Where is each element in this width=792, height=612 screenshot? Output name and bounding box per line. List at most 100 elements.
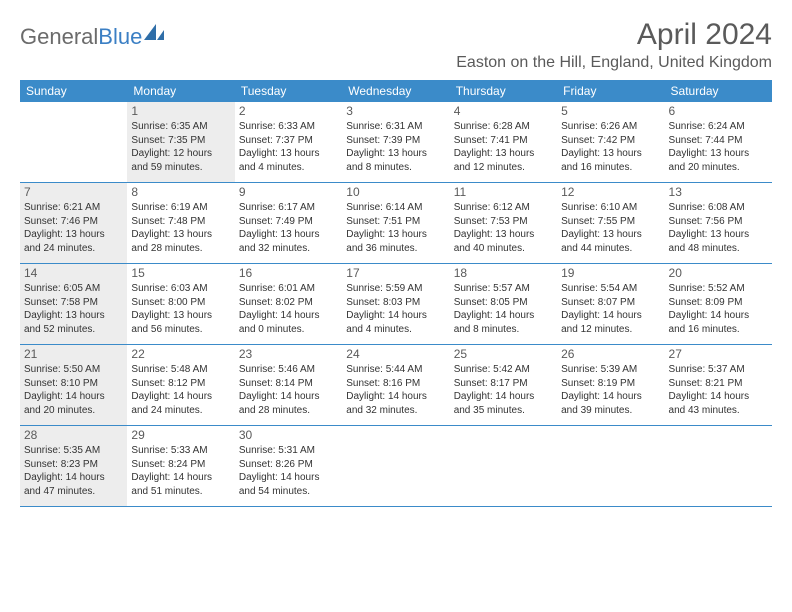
day-cell: 21 Sunrise: 5:50 AMSunset: 8:10 PMDayligh… [20,345,127,425]
day-number: 23 [239,347,338,361]
day-cell: 16 Sunrise: 6:01 AMSunset: 8:02 PMDayligh… [235,264,342,344]
day-details: Sunrise: 6:14 AMSunset: 7:51 PMDaylight:… [346,201,445,255]
dow-cell: Saturday [665,80,772,102]
day-cell: 7 Sunrise: 6:21 AMSunset: 7:46 PMDaylight… [20,183,127,263]
day-details: Sunrise: 5:31 AMSunset: 8:26 PMDaylight:… [239,444,338,498]
month-title: April 2024 [456,18,772,52]
dow-header-row: SundayMondayTuesdayWednesdayThursdayFrid… [20,80,772,102]
day-number: 9 [239,185,338,199]
day-number: 18 [454,266,553,280]
day-details: Sunrise: 5:35 AMSunset: 8:23 PMDaylight:… [24,444,123,498]
day-details: Sunrise: 5:59 AMSunset: 8:03 PMDaylight:… [346,282,445,336]
day-cell: 11 Sunrise: 6:12 AMSunset: 7:53 PMDayligh… [450,183,557,263]
day-cell: 24 Sunrise: 5:44 AMSunset: 8:16 PMDayligh… [342,345,449,425]
day-cell: 15 Sunrise: 6:03 AMSunset: 8:00 PMDayligh… [127,264,234,344]
day-cell: 6 Sunrise: 6:24 AMSunset: 7:44 PMDaylight… [665,102,772,182]
day-number: 8 [131,185,230,199]
day-details: Sunrise: 6:21 AMSunset: 7:46 PMDaylight:… [24,201,123,255]
day-number: 16 [239,266,338,280]
day-cell: 13 Sunrise: 6:08 AMSunset: 7:56 PMDayligh… [665,183,772,263]
logo-sail-icon [144,24,166,47]
logo-word-2: Blue [98,24,142,49]
week-row: 7 Sunrise: 6:21 AMSunset: 7:46 PMDaylight… [20,183,772,264]
day-cell: 4 Sunrise: 6:28 AMSunset: 7:41 PMDaylight… [450,102,557,182]
day-cell: 18Sunrise: 5:57 AMSunset: 8:05 PMDayligh… [450,264,557,344]
logo: GeneralBlue [20,24,166,50]
day-details: Sunrise: 6:03 AMSunset: 8:00 PMDaylight:… [131,282,230,336]
week-row: 28Sunrise: 5:35 AMSunset: 8:23 PMDayligh… [20,426,772,507]
day-cell [342,426,449,506]
day-cell: 20Sunrise: 5:52 AMSunset: 8:09 PMDayligh… [665,264,772,344]
title-block: April 2024 Easton on the Hill, England, … [456,18,772,72]
day-cell: 25Sunrise: 5:42 AMSunset: 8:17 PMDayligh… [450,345,557,425]
day-cell: 28Sunrise: 5:35 AMSunset: 8:23 PMDayligh… [20,426,127,506]
day-cell [450,426,557,506]
day-cell: 3 Sunrise: 6:31 AMSunset: 7:39 PMDaylight… [342,102,449,182]
day-cell: 10 Sunrise: 6:14 AMSunset: 7:51 PMDayligh… [342,183,449,263]
dow-cell: Sunday [20,80,127,102]
day-cell: 23 Sunrise: 5:46 AMSunset: 8:14 PMDayligh… [235,345,342,425]
day-cell: 12Sunrise: 6:10 AMSunset: 7:55 PMDayligh… [557,183,664,263]
day-number: 19 [561,266,660,280]
day-number: 17 [346,266,445,280]
day-number: 30 [239,428,338,442]
day-number: 12 [561,185,660,199]
day-number: 6 [669,104,768,118]
week-row: 21 Sunrise: 5:50 AMSunset: 8:10 PMDayligh… [20,345,772,426]
day-number: 25 [454,347,553,361]
day-details: Sunrise: 6:24 AMSunset: 7:44 PMDaylight:… [669,120,768,174]
header: GeneralBlue April 2024 Easton on the Hil… [20,18,772,72]
day-cell [20,102,127,182]
location: Easton on the Hill, England, United King… [456,54,772,72]
day-number: 20 [669,266,768,280]
day-number: 14 [24,266,123,280]
day-cell: 8 Sunrise: 6:19 AMSunset: 7:48 PMDaylight… [127,183,234,263]
day-number: 3 [346,104,445,118]
day-cell: 30 Sunrise: 5:31 AMSunset: 8:26 PMDayligh… [235,426,342,506]
day-cell: 14Sunrise: 6:05 AMSunset: 7:58 PMDayligh… [20,264,127,344]
day-details: Sunrise: 5:54 AMSunset: 8:07 PMDaylight:… [561,282,660,336]
day-cell: 27Sunrise: 5:37 AMSunset: 8:21 PMDayligh… [665,345,772,425]
day-number: 24 [346,347,445,361]
day-details: Sunrise: 5:48 AMSunset: 8:12 PMDaylight:… [131,363,230,417]
day-cell: 26 Sunrise: 5:39 AMSunset: 8:19 PMDayligh… [557,345,664,425]
day-details: Sunrise: 6:01 AMSunset: 8:02 PMDaylight:… [239,282,338,336]
week-row: 14Sunrise: 6:05 AMSunset: 7:58 PMDayligh… [20,264,772,345]
day-number: 22 [131,347,230,361]
day-number: 2 [239,104,338,118]
day-cell: 2 Sunrise: 6:33 AMSunset: 7:37 PMDaylight… [235,102,342,182]
day-details: Sunrise: 5:44 AMSunset: 8:16 PMDaylight:… [346,363,445,417]
day-cell: 29Sunrise: 5:33 AMSunset: 8:24 PMDayligh… [127,426,234,506]
dow-cell: Monday [127,80,234,102]
day-number: 11 [454,185,553,199]
day-number: 4 [454,104,553,118]
day-details: Sunrise: 6:28 AMSunset: 7:41 PMDaylight:… [454,120,553,174]
day-details: Sunrise: 5:46 AMSunset: 8:14 PMDaylight:… [239,363,338,417]
day-cell: 22 Sunrise: 5:48 AMSunset: 8:12 PMDayligh… [127,345,234,425]
calendar: SundayMondayTuesdayWednesdayThursdayFrid… [20,80,772,507]
day-details: Sunrise: 5:50 AMSunset: 8:10 PMDaylight:… [24,363,123,417]
dow-cell: Friday [557,80,664,102]
dow-cell: Wednesday [342,80,449,102]
day-number: 26 [561,347,660,361]
day-details: Sunrise: 6:12 AMSunset: 7:53 PMDaylight:… [454,201,553,255]
day-number: 10 [346,185,445,199]
logo-text: GeneralBlue [20,24,142,50]
day-number: 13 [669,185,768,199]
day-number: 1 [131,104,230,118]
day-number: 15 [131,266,230,280]
day-details: Sunrise: 6:17 AMSunset: 7:49 PMDaylight:… [239,201,338,255]
day-cell: 9 Sunrise: 6:17 AMSunset: 7:49 PMDaylight… [235,183,342,263]
day-details: Sunrise: 5:39 AMSunset: 8:19 PMDaylight:… [561,363,660,417]
day-number: 21 [24,347,123,361]
day-number: 27 [669,347,768,361]
day-details: Sunrise: 6:19 AMSunset: 7:48 PMDaylight:… [131,201,230,255]
day-number: 7 [24,185,123,199]
day-details: Sunrise: 6:33 AMSunset: 7:37 PMDaylight:… [239,120,338,174]
day-details: Sunrise: 6:35 AMSunset: 7:35 PMDaylight:… [131,120,230,174]
day-cell: 19 Sunrise: 5:54 AMSunset: 8:07 PMDayligh… [557,264,664,344]
day-cell [665,426,772,506]
day-details: Sunrise: 6:08 AMSunset: 7:56 PMDaylight:… [669,201,768,255]
day-details: Sunrise: 6:31 AMSunset: 7:39 PMDaylight:… [346,120,445,174]
day-cell: 5Sunrise: 6:26 AMSunset: 7:42 PMDaylight… [557,102,664,182]
